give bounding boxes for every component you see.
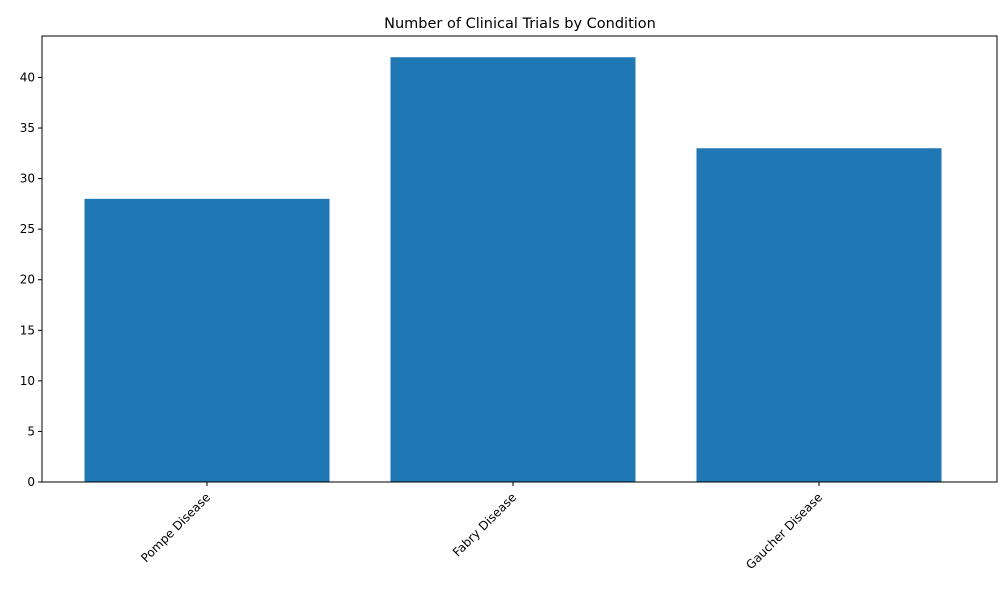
chart-title: Number of Clinical Trials by Condition xyxy=(384,16,656,32)
y-tick-label: 5 xyxy=(27,424,35,438)
bar-fabry-disease xyxy=(390,57,636,482)
x-tick-label: Gaucher Disease xyxy=(743,490,825,572)
y-axis: 0 5 10 15 20 25 30 35 40 xyxy=(20,70,42,489)
y-tick-label: 25 xyxy=(20,222,35,236)
y-tick-label: 10 xyxy=(20,374,35,388)
x-axis: Pompe Disease Fabry Disease Gaucher Diseas… xyxy=(138,482,825,572)
y-tick-label: 20 xyxy=(20,273,35,287)
bars-group xyxy=(84,57,942,483)
y-tick-label: 15 xyxy=(20,323,35,337)
x-tick-label: Fabry Disease xyxy=(450,490,519,559)
bar-gaucher-disease xyxy=(696,148,942,483)
y-tick-label: 40 xyxy=(20,70,35,84)
y-tick-label: 0 xyxy=(27,475,35,489)
bar-pompe-disease xyxy=(84,198,330,483)
y-tick-label: 30 xyxy=(20,172,35,186)
y-tick-label: 35 xyxy=(20,121,35,135)
x-tick-label: Pompe Disease xyxy=(138,490,213,565)
plot-frame xyxy=(41,35,998,483)
